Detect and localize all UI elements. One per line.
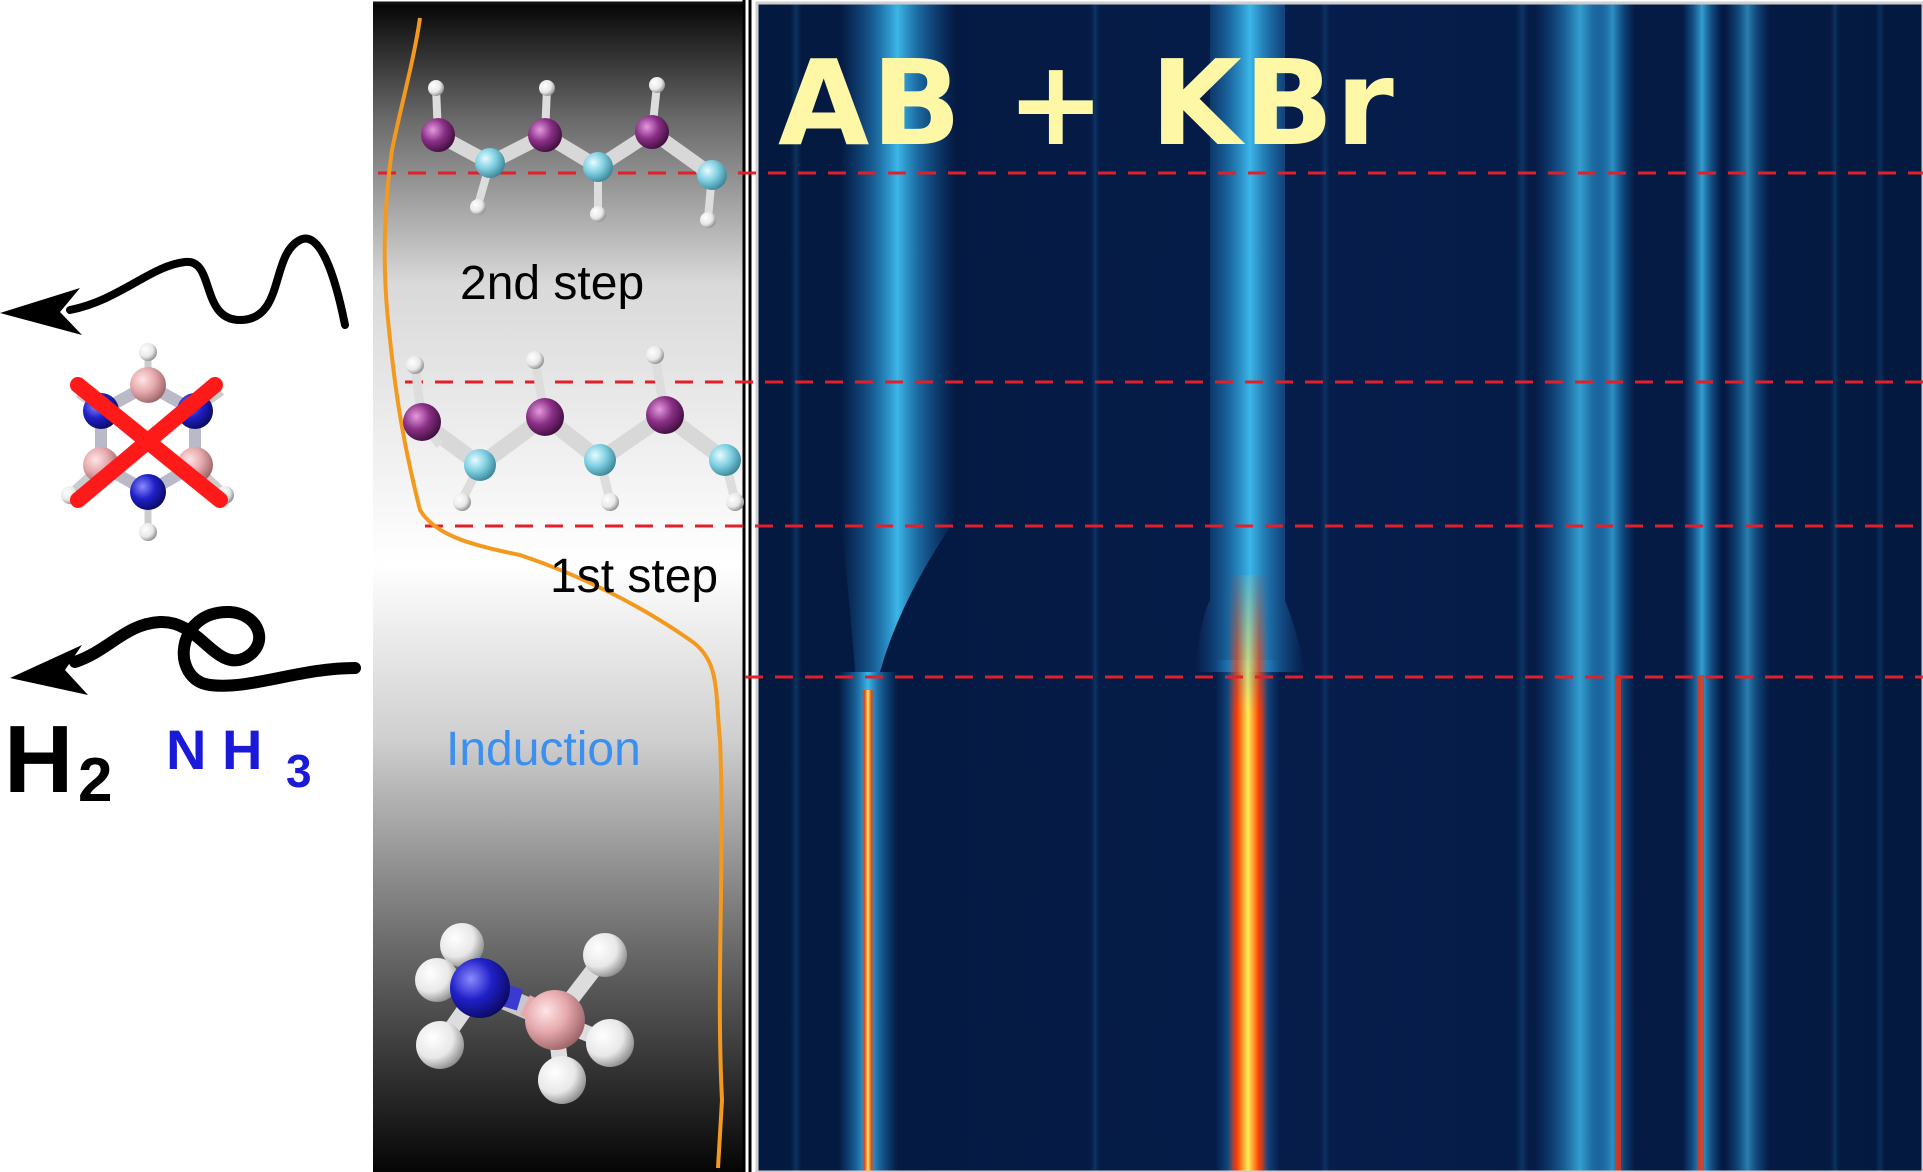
stage-label-second: 2nd step	[460, 257, 645, 310]
weight-loss-curve	[382, 17, 725, 1169]
band-4-hot	[1698, 675, 1704, 1172]
heatmap-bands	[790, 3, 1885, 1172]
heatmap	[755, 1, 1923, 1172]
cross-line-2	[70, 377, 223, 508]
band-3b	[1590, 3, 1635, 1172]
band-2-hot	[1228, 575, 1268, 1172]
stage-label-first: 1st step	[550, 550, 719, 603]
figure-title: AB + KBr	[778, 34, 1396, 172]
ammonia-borane-molecule-icon	[415, 923, 634, 1104]
stage-label-induction: Induction	[446, 723, 641, 776]
curly-arrow-icon-bottom	[10, 605, 361, 695]
gas-nh3-subscript: 3	[286, 745, 312, 797]
band-2-upper	[1195, 3, 1305, 672]
band-4b	[1725, 3, 1770, 1172]
gas-nh3-symbol: N H	[166, 718, 263, 781]
curly-arrow-icon-top	[0, 234, 349, 335]
borazine-crossed-icon	[61, 343, 234, 541]
polymer-chain-middle	[403, 346, 744, 511]
gas-h2-subscript: 2	[78, 746, 113, 815]
band-1-upper	[840, 3, 955, 672]
band-3-hot	[1615, 675, 1621, 1172]
heatmap-border	[755, 1, 1923, 1172]
polymer-chain-top	[421, 77, 727, 228]
gas-h2-symbol: H	[4, 706, 74, 813]
band-1-hot	[862, 690, 874, 1172]
